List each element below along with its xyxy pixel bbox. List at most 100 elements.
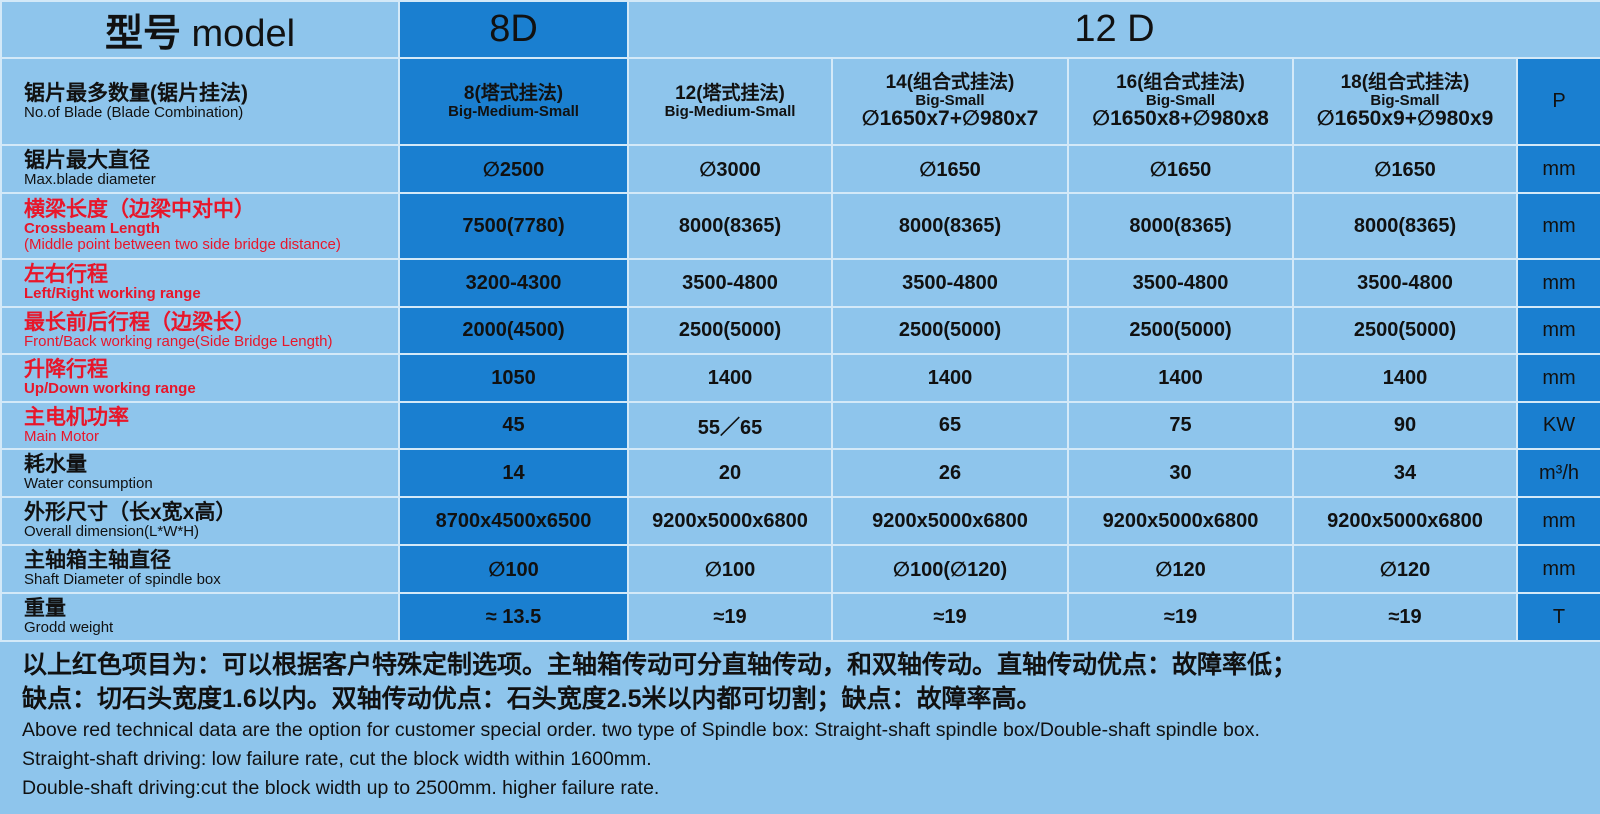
cell-value: ∅100 bbox=[488, 558, 539, 581]
spec-cell: 2500(5000) bbox=[1067, 306, 1294, 355]
spec-row: 主电机功率 Main Motor 45 55／65 65 75 90 KW bbox=[0, 401, 1600, 450]
spec-cell: 9200x5000x6800 bbox=[1292, 496, 1518, 546]
spec-cell: 14(组合式挂法) Big-Small ∅1650x7+∅980x7 bbox=[831, 57, 1069, 146]
header-8d: 8D bbox=[398, 0, 629, 59]
row-label: 耗水量 Water consumption bbox=[0, 448, 400, 498]
spec-row: 横梁长度（边梁中对中） Crossbeam Length (Middle point… bbox=[0, 192, 1600, 260]
label-cn: 左右行程 bbox=[24, 263, 108, 286]
spec-cell: 2500(5000) bbox=[627, 306, 833, 355]
spec-cell: 2500(5000) bbox=[831, 306, 1069, 355]
cell-value: 3200-4300 bbox=[465, 271, 562, 294]
cell-value: 2500(5000) bbox=[678, 319, 782, 341]
spec-cell: 14 bbox=[398, 448, 629, 498]
row-label: 重量 Grodd weight bbox=[0, 592, 400, 642]
spec-cell: ∅100(∅120) bbox=[831, 544, 1069, 594]
spec-cell: 2000(4500) bbox=[398, 306, 629, 355]
cell-value: 9200x5000x6800 bbox=[1327, 509, 1483, 532]
row-label: 左右行程 Left/Right working range bbox=[0, 258, 400, 308]
cell-value: ≈19 bbox=[933, 605, 967, 628]
cell-value: 30 bbox=[1169, 461, 1192, 484]
note-cn: 以上红色项目为：可以根据客户特殊定制选项。主轴箱传动可分直轴传动，和双轴传动。直… bbox=[22, 651, 1298, 679]
row-label: 主电机功率 Main Motor bbox=[0, 401, 400, 450]
spec-row: 最长前后行程（边梁长） Front/Back working range(Side… bbox=[0, 306, 1600, 355]
cell-value: 2000(4500) bbox=[462, 319, 565, 341]
cell-value: 9200x5000x6800 bbox=[872, 509, 1028, 532]
spec-table: 型号 model 8D 12 D 锯片最多数量(锯片挂法) No.of Blade… bbox=[0, 0, 1600, 642]
cell-value: 1400 bbox=[707, 366, 753, 389]
spec-cell: 8000(8365) bbox=[627, 192, 833, 260]
cell-value: 65 bbox=[938, 414, 962, 436]
unit-cell: m³/h bbox=[1515, 448, 1600, 498]
cell-value: 1400 bbox=[1158, 366, 1203, 389]
cell-value: ∅120 bbox=[1379, 558, 1431, 581]
spec-cell: 3500-4800 bbox=[1067, 258, 1294, 308]
spec-cell: 8000(8365) bbox=[1067, 192, 1294, 260]
label-en: Max.blade diameter bbox=[24, 171, 156, 188]
spec-cell: ∅2500 bbox=[398, 144, 629, 194]
spec-cell: ∅3000 bbox=[627, 144, 833, 194]
spec-cell: 75 bbox=[1067, 401, 1294, 450]
model-cn: 型号 bbox=[104, 13, 181, 55]
row-label: 升降行程 Up/Down working range bbox=[0, 353, 400, 403]
label-en: Grodd weight bbox=[24, 619, 114, 636]
cell-value: ≈ 13.5 bbox=[485, 605, 542, 628]
spec-cell: 3500-4800 bbox=[1292, 258, 1518, 308]
label-cn: 横梁长度（边梁中对中） bbox=[24, 198, 255, 221]
cell-line: 16(组合式挂法) bbox=[1116, 72, 1245, 93]
cell-value: ≈19 bbox=[713, 605, 747, 628]
notes: 以上红色项目为：可以根据客户特殊定制选项。主轴箱传动可分直轴传动，和双轴传动。直… bbox=[0, 642, 1600, 803]
cell-line: ∅1650x9+∅980x9 bbox=[1316, 107, 1494, 130]
cell-line: Big-Small bbox=[1370, 92, 1440, 109]
cell-value: ≈19 bbox=[1388, 605, 1422, 628]
cell-value: ∅1650 bbox=[1149, 158, 1212, 181]
spec-cell: 3500-4800 bbox=[831, 258, 1069, 308]
label-en: Up/Down working range bbox=[24, 380, 196, 397]
cell-value: 45 bbox=[502, 414, 525, 436]
label-en: Water consumption bbox=[24, 475, 153, 492]
spec-cell: ≈ 13.5 bbox=[398, 592, 629, 642]
spec-cell: ∅1650 bbox=[1292, 144, 1518, 194]
spec-cell: 90 bbox=[1292, 401, 1518, 450]
spec-cell: 45 bbox=[398, 401, 629, 450]
unit-cell: P bbox=[1515, 57, 1600, 146]
cell-value: 14 bbox=[502, 461, 525, 484]
cell-value: 55／65 bbox=[697, 417, 763, 439]
label-en: Crossbeam Length bbox=[24, 220, 160, 237]
cell-value: 7500(7780) bbox=[462, 214, 565, 237]
cell-value: 34 bbox=[1393, 461, 1417, 484]
spec-cell: 30 bbox=[1067, 448, 1294, 498]
cell-value: ∅2500 bbox=[482, 158, 545, 181]
cell-value: 3500-4800 bbox=[1357, 271, 1453, 294]
cell-value: 90 bbox=[1393, 414, 1417, 436]
header-12d: 12 D bbox=[626, 0, 1600, 59]
spec-cell: 55／65 bbox=[627, 401, 833, 450]
cell-line: ∅1650x7+∅980x7 bbox=[861, 107, 1039, 130]
spec-cell: ≈19 bbox=[627, 592, 833, 642]
spec-cell: ∅120 bbox=[1292, 544, 1518, 594]
cell-value: 8000(8365) bbox=[898, 214, 1002, 237]
cell-line: Big-Small bbox=[915, 92, 985, 109]
row-label: 主轴箱主轴直径 Shaft Diameter of spindle box bbox=[0, 544, 400, 594]
spec-row: 耗水量 Water consumption 14 20 26 30 34 m³/h bbox=[0, 448, 1600, 498]
cell-value: ∅120 bbox=[1155, 558, 1206, 581]
spec-cell: ∅120 bbox=[1067, 544, 1294, 594]
label-cn: 外形尺寸（长x宽x高） bbox=[24, 501, 237, 524]
row-label: 锯片最大直径 Max.blade diameter bbox=[0, 144, 400, 194]
unit-cell: mm bbox=[1515, 496, 1600, 546]
cell-value: 75 bbox=[1169, 414, 1192, 436]
spec-cell: 8700x4500x6500 bbox=[398, 496, 629, 546]
spec-cell: 1400 bbox=[1067, 353, 1294, 403]
label-en: Shaft Diameter of spindle box bbox=[24, 571, 221, 588]
cell-value: 2500(5000) bbox=[1353, 319, 1457, 341]
cell-value: 1400 bbox=[1382, 366, 1428, 389]
unit-cell: KW bbox=[1515, 401, 1600, 450]
cell-value: 2500(5000) bbox=[1129, 319, 1232, 341]
cell-value: ≈19 bbox=[1163, 605, 1198, 628]
unit-cell: mm bbox=[1515, 192, 1600, 260]
spec-cell: 9200x5000x6800 bbox=[831, 496, 1069, 546]
spec-cell: 16(组合式挂法) Big-Small ∅1650x8+∅980x8 bbox=[1067, 57, 1294, 146]
cell-value: ∅1650 bbox=[1374, 158, 1436, 181]
cell-value: 9200x5000x6800 bbox=[1102, 509, 1259, 532]
spec-cell: ≈19 bbox=[1067, 592, 1294, 642]
label-cn: 锯片最大直径 bbox=[24, 149, 150, 172]
